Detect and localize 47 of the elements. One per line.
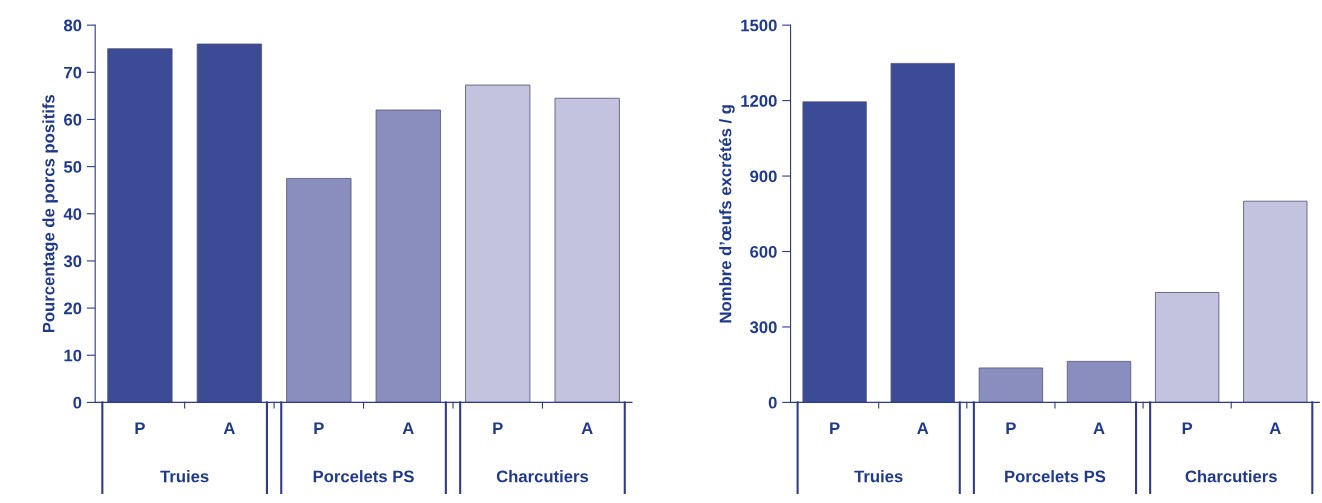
bar (1155, 292, 1220, 403)
bar (890, 62, 955, 403)
y-tick-label: 40 (63, 208, 82, 220)
y-tick-label: 20 (64, 302, 82, 315)
y-tick-label: 600 (750, 245, 777, 258)
x-tick-label: A (917, 422, 929, 434)
text: Charcutiers (496, 470, 589, 483)
y-tick-label: 1200 (741, 95, 777, 107)
bar (375, 109, 441, 403)
text: Porcelets PS (1005, 470, 1106, 483)
x-tick-label: P (1006, 422, 1016, 434)
bar (196, 43, 262, 403)
y-tick-label: 50 (63, 161, 82, 173)
text: Truies (160, 470, 209, 483)
bar (286, 177, 352, 403)
y-tick-label: 80 (63, 19, 82, 32)
x-tick-label: P (1182, 422, 1193, 434)
x-tick-label: P (830, 422, 840, 434)
text: Charcutiers (1185, 470, 1277, 483)
x-tick-label: A (581, 422, 593, 434)
y-tick-label: 10 (64, 349, 82, 362)
bar (1243, 200, 1308, 403)
y-tick-label: 300 (749, 321, 777, 334)
y-tick-label: 60 (64, 113, 82, 126)
text: Truies (854, 470, 903, 483)
bar (1066, 360, 1132, 403)
bar (554, 97, 620, 403)
bar (107, 48, 173, 403)
y-axis-title: Pourcentage de porcs positifs (42, 94, 58, 333)
x-tick-label: A (1093, 422, 1105, 434)
y-tick-label: 70 (64, 66, 82, 79)
x-tick-label: A (402, 422, 414, 434)
y-tick-label: 1500 (741, 19, 777, 32)
text: Porcelets PS (313, 470, 414, 483)
bar (978, 367, 1044, 403)
y-tick-label: 0 (768, 396, 777, 409)
x-tick-label: P (314, 422, 324, 434)
bar (465, 84, 531, 403)
x-tick-label: A (223, 422, 235, 434)
x-tick-label: P (493, 422, 503, 434)
x-tick-label: P (135, 422, 145, 434)
y-tick-label: 900 (750, 170, 777, 183)
bar (802, 101, 867, 403)
y-tick-label: 0 (73, 396, 82, 409)
x-tick-label: A (1269, 422, 1281, 434)
y-axis-title: Nombre d’œufs excrétés / g (718, 105, 735, 323)
y-tick-label: 30 (63, 255, 82, 268)
